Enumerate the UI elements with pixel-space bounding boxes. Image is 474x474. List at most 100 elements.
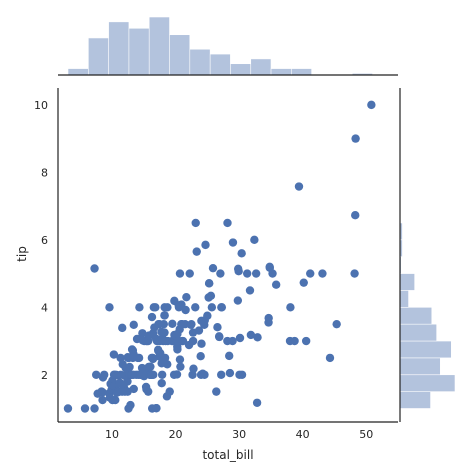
data-point <box>160 328 169 337</box>
data-point <box>242 269 252 278</box>
data-point <box>245 286 255 295</box>
data-point <box>264 313 273 323</box>
axes <box>57 74 401 423</box>
data-point <box>216 269 225 278</box>
data-point <box>212 387 221 396</box>
data-point <box>351 210 360 220</box>
data-point <box>129 320 138 330</box>
data-point <box>208 263 218 273</box>
data-point <box>350 269 359 278</box>
data-point <box>225 368 235 378</box>
y-tick-label: 6 <box>41 234 48 247</box>
data-point <box>299 278 308 287</box>
data-point <box>165 387 174 396</box>
data-point <box>168 319 177 329</box>
data-point <box>159 319 169 329</box>
data-point <box>80 404 90 413</box>
data-point <box>192 247 201 256</box>
data-point <box>151 303 160 312</box>
data-point <box>237 249 246 258</box>
data-point <box>147 312 157 322</box>
data-point <box>206 291 216 301</box>
data-point <box>100 370 109 379</box>
data-point <box>191 218 200 228</box>
data-point <box>175 269 185 278</box>
data-point <box>157 379 166 388</box>
data-point <box>215 332 224 342</box>
x-tick-label: 40 <box>296 428 310 441</box>
data-point <box>90 404 99 413</box>
data-point <box>173 345 182 354</box>
data-point <box>160 311 169 320</box>
data-point <box>125 362 134 372</box>
data-point <box>187 319 196 329</box>
marginal-y-bar <box>399 391 431 409</box>
data-point <box>129 384 138 394</box>
data-point <box>200 370 209 379</box>
data-point <box>271 280 281 289</box>
data-point <box>306 269 315 278</box>
data-point <box>251 269 261 278</box>
x-axis-label: total_bill <box>202 448 253 462</box>
data-point <box>182 292 191 302</box>
data-point <box>207 303 217 312</box>
data-point <box>213 322 222 332</box>
y-tick-label: 2 <box>41 369 48 382</box>
scatter-points <box>63 100 376 413</box>
marginal-x-bar <box>169 34 191 76</box>
data-point <box>286 303 295 312</box>
x-tick-label: 20 <box>169 428 183 441</box>
data-point <box>91 370 101 379</box>
data-point <box>237 370 247 379</box>
data-point <box>90 264 99 273</box>
data-point <box>318 269 327 278</box>
marginal-y-bar <box>399 273 415 291</box>
data-point <box>98 395 107 405</box>
marginal-x-bar <box>270 68 292 76</box>
data-point <box>118 323 127 333</box>
data-point <box>135 303 144 312</box>
data-point <box>189 364 198 373</box>
y-tick-label: 4 <box>41 301 48 314</box>
marginal-x-bar <box>148 16 170 76</box>
data-point <box>181 305 190 315</box>
marginal-x-bar <box>189 48 211 76</box>
data-point <box>172 370 182 379</box>
x-tick-label: 50 <box>359 428 373 441</box>
y-tick-label: 10 <box>34 99 48 112</box>
data-point <box>188 336 198 346</box>
marginal-x-bar <box>230 63 252 76</box>
data-point <box>203 311 212 320</box>
data-point <box>234 266 243 276</box>
data-point <box>123 377 132 386</box>
data-point <box>252 398 262 407</box>
y-axis-label: tip <box>15 246 29 262</box>
data-point <box>175 355 185 364</box>
marginal-y-bar <box>399 290 409 308</box>
marginal-x-bar <box>88 37 109 76</box>
data-point <box>163 360 172 369</box>
marginal-x-histogram <box>67 16 373 76</box>
marginal-y-bar <box>399 306 433 325</box>
data-point <box>325 353 335 363</box>
data-point <box>126 400 135 410</box>
data-point <box>157 370 167 379</box>
data-point <box>294 182 304 191</box>
data-point <box>217 303 227 312</box>
data-point <box>250 235 259 245</box>
marginal-x-bar <box>291 68 312 76</box>
data-point <box>148 354 158 364</box>
data-point <box>204 279 214 288</box>
data-point <box>149 370 158 379</box>
data-point <box>201 240 210 250</box>
data-point <box>223 218 232 228</box>
data-point <box>98 388 107 397</box>
x-tick-labels: 10 20 30 40 50 <box>105 428 373 441</box>
data-point <box>134 353 144 363</box>
marginal-x-bar <box>128 27 150 76</box>
data-point <box>143 387 153 396</box>
data-point <box>246 330 256 340</box>
data-point <box>228 238 238 247</box>
data-point <box>225 351 234 361</box>
data-point <box>105 303 114 312</box>
